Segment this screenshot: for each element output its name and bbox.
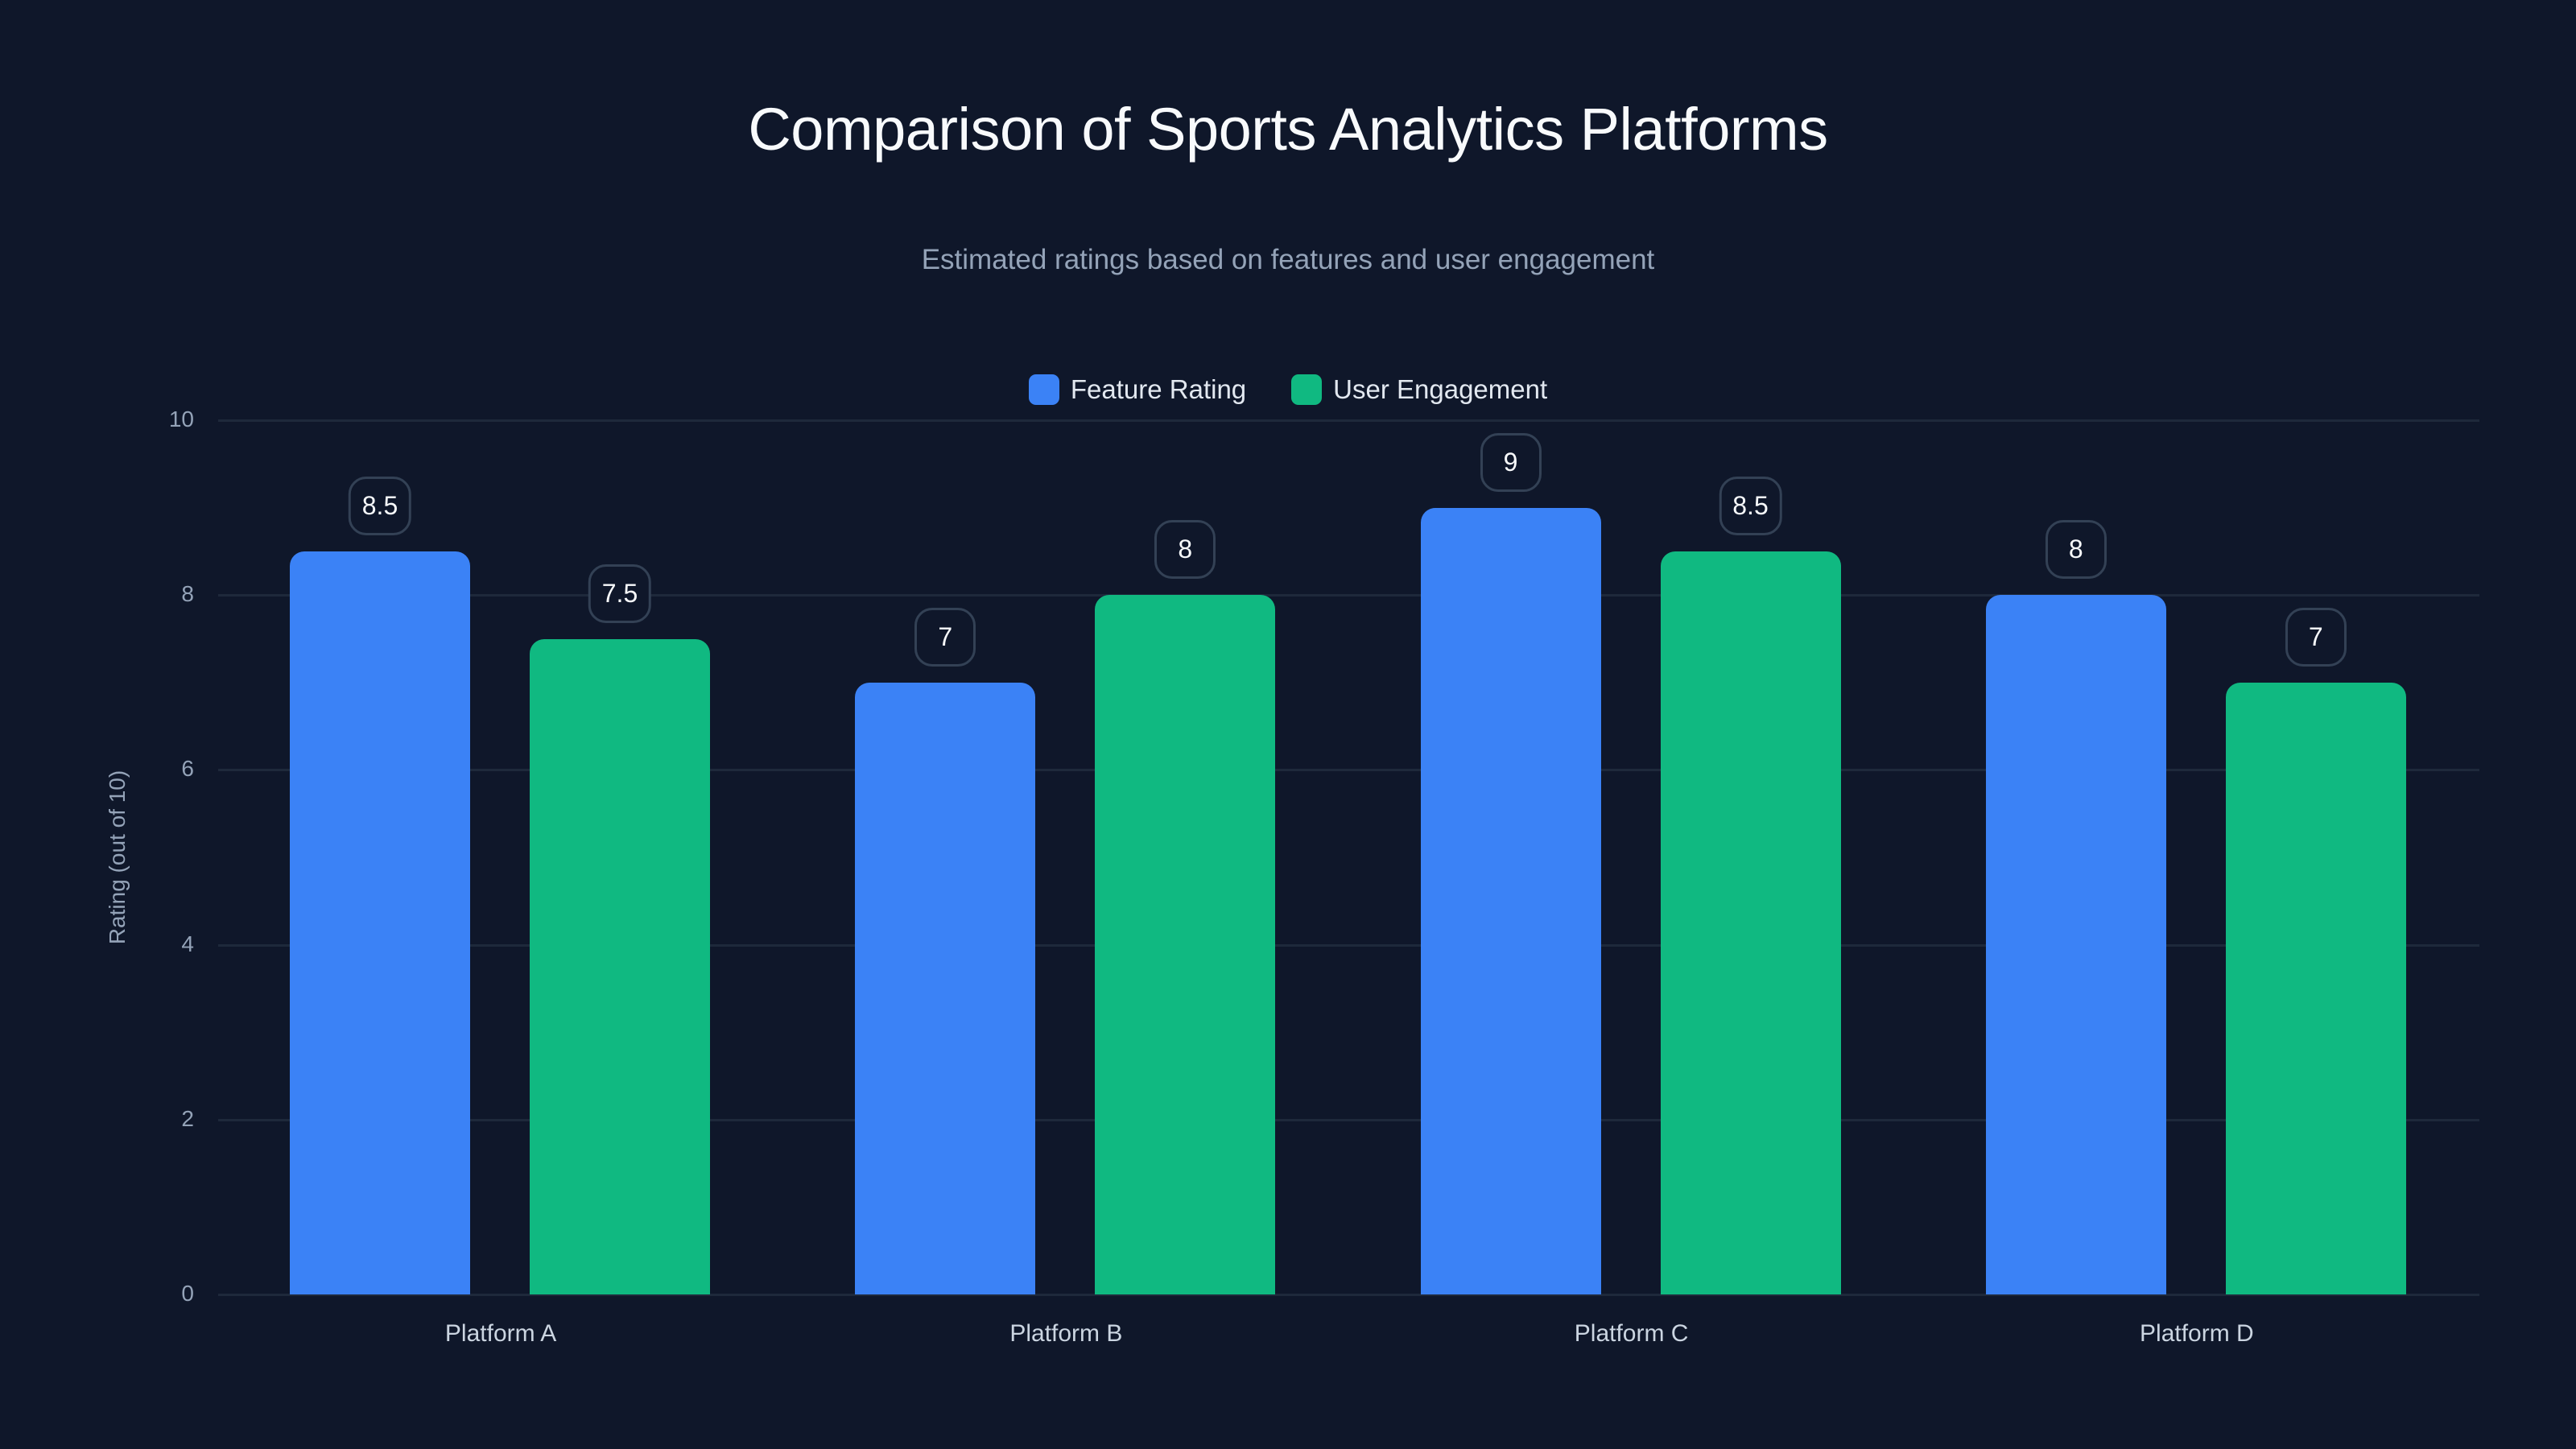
value-label: 7.5 [588, 564, 652, 623]
legend: Feature Rating User Engagement [0, 372, 2576, 407]
legend-item-user-engagement[interactable]: User Engagement [1291, 374, 1547, 405]
value-label: 8 [1154, 520, 1216, 580]
y-tick-label: 4 [181, 931, 194, 956]
y-tick-label: 8 [181, 581, 194, 607]
value-label: 8 [2045, 520, 2107, 580]
gridline [218, 943, 2479, 947]
chart-subtitle: Estimated ratings based on features and … [921, 244, 1655, 275]
y-tick-label: 10 [168, 407, 194, 431]
gridline [218, 1294, 2479, 1296]
plot-area: 8.5 7.5 7 8 9 8.5 8 7 [218, 419, 2479, 1296]
chart-title: Comparison of Sports Analytics Platforms [748, 96, 1828, 163]
gridline [218, 419, 2479, 422]
value-label: 8.5 [348, 476, 412, 535]
y-tick-label: 6 [181, 756, 194, 782]
gridline [218, 594, 2479, 597]
legend-item-feature-rating[interactable]: Feature Rating [1028, 374, 1247, 405]
bar-feature-rating-platform-c[interactable] [1420, 507, 1601, 1294]
bar-user-engagement-platform-a[interactable] [530, 638, 710, 1294]
bar-feature-rating-platform-a[interactable] [290, 551, 470, 1294]
value-label: 7 [914, 607, 976, 667]
x-tick-label: Platform C [1574, 1320, 1689, 1347]
y-axis-label: Rating (out of 10) [105, 770, 130, 945]
gridline [218, 1118, 2479, 1121]
x-tick-label: Platform B [1009, 1320, 1123, 1347]
value-label: 8.5 [1719, 476, 1782, 535]
value-label: 7 [2285, 607, 2347, 667]
y-tick-label: 0 [181, 1281, 194, 1306]
bar-user-engagement-platform-c[interactable] [1660, 551, 1841, 1294]
gridline [218, 769, 2479, 772]
bar-feature-rating-platform-d[interactable] [1985, 595, 2166, 1294]
bar-user-engagement-platform-b[interactable] [1095, 595, 1276, 1294]
bar-user-engagement-platform-d[interactable] [2225, 682, 2406, 1294]
legend-swatch-user-engagement [1291, 374, 1323, 405]
y-tick-label: 2 [181, 1105, 194, 1131]
value-label: 9 [1480, 432, 1542, 492]
bar-feature-rating-platform-b[interactable] [855, 682, 1036, 1294]
legend-swatch-feature-rating [1028, 374, 1059, 405]
x-tick-label: Platform A [444, 1320, 557, 1347]
legend-label: User Engagement [1333, 374, 1548, 404]
x-tick-label: Platform D [2140, 1320, 2254, 1347]
legend-label: Feature Rating [1070, 374, 1247, 404]
